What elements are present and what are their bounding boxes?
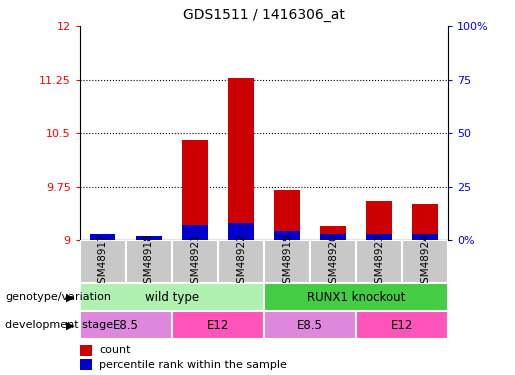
Bar [172,240,218,283]
Text: GSM48919: GSM48919 [282,233,292,290]
Text: E12: E12 [391,319,413,332]
Bar [80,311,172,339]
Text: GSM48920: GSM48920 [328,233,338,290]
Bar [228,78,253,240]
Text: GSM48921: GSM48921 [190,233,200,290]
Bar [182,225,208,240]
Text: development stage: development stage [5,320,113,330]
Text: E12: E12 [207,319,229,332]
Bar [366,201,392,240]
Text: ▶: ▶ [66,320,75,330]
Bar [80,240,126,283]
Bar [366,234,392,240]
Bar [274,231,300,240]
Bar [413,204,438,240]
Bar [90,236,115,240]
Text: percentile rank within the sample: percentile rank within the sample [99,360,287,369]
Bar [218,240,264,283]
Bar [228,223,253,240]
Bar [80,283,264,311]
Bar [90,234,115,240]
Bar [356,240,402,283]
Title: GDS1511 / 1416306_at: GDS1511 / 1416306_at [183,9,345,22]
Bar [413,234,438,240]
Bar [356,311,448,339]
Bar [264,283,448,311]
Bar [136,236,162,240]
Bar [172,311,264,339]
Text: count: count [99,345,130,355]
Text: E8.5: E8.5 [113,319,139,332]
Bar [274,190,300,240]
Text: genotype/variation: genotype/variation [5,292,111,302]
Bar [402,240,448,283]
Bar [264,311,356,339]
Text: RUNX1 knockout: RUNX1 knockout [307,291,405,304]
Text: wild type: wild type [145,291,199,304]
Bar [136,236,162,240]
Bar [320,234,346,240]
Bar [182,140,208,240]
Text: GSM48918: GSM48918 [144,233,154,290]
Text: GSM48922: GSM48922 [236,233,246,290]
Text: GSM48923: GSM48923 [374,233,384,290]
Text: E8.5: E8.5 [297,319,323,332]
Bar [80,359,92,370]
Text: GSM48917: GSM48917 [98,233,108,290]
Text: GSM48924: GSM48924 [420,233,430,290]
Bar [310,240,356,283]
Bar [320,226,346,240]
Text: ▶: ▶ [66,292,75,302]
Bar [80,345,92,356]
Bar [264,240,310,283]
Bar [126,240,172,283]
